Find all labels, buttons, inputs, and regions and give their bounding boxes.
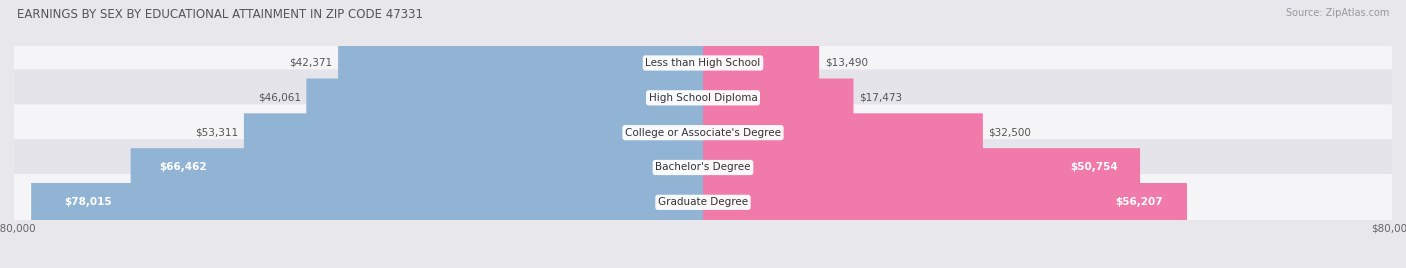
Text: EARNINGS BY SEX BY EDUCATIONAL ATTAINMENT IN ZIP CODE 47331: EARNINGS BY SEX BY EDUCATIONAL ATTAINMEN… [17, 8, 423, 21]
FancyBboxPatch shape [131, 148, 703, 187]
Text: High School Diploma: High School Diploma [648, 93, 758, 103]
Text: $78,015: $78,015 [65, 197, 112, 207]
FancyBboxPatch shape [14, 139, 1392, 196]
Text: $66,462: $66,462 [159, 162, 207, 173]
Text: College or Associate's Degree: College or Associate's Degree [626, 128, 780, 138]
FancyBboxPatch shape [243, 113, 703, 152]
FancyBboxPatch shape [14, 69, 1392, 126]
Text: $53,311: $53,311 [195, 128, 239, 138]
Text: Bachelor's Degree: Bachelor's Degree [655, 162, 751, 173]
Text: Less than High School: Less than High School [645, 58, 761, 68]
FancyBboxPatch shape [703, 113, 983, 152]
Text: $50,754: $50,754 [1070, 162, 1118, 173]
Text: $56,207: $56,207 [1115, 197, 1163, 207]
FancyBboxPatch shape [337, 44, 703, 82]
Text: Graduate Degree: Graduate Degree [658, 197, 748, 207]
FancyBboxPatch shape [14, 104, 1392, 161]
FancyBboxPatch shape [703, 148, 1140, 187]
Text: Source: ZipAtlas.com: Source: ZipAtlas.com [1285, 8, 1389, 18]
FancyBboxPatch shape [703, 44, 820, 82]
Text: $17,473: $17,473 [859, 93, 903, 103]
FancyBboxPatch shape [703, 79, 853, 117]
FancyBboxPatch shape [307, 79, 703, 117]
FancyBboxPatch shape [14, 35, 1392, 91]
Text: $46,061: $46,061 [257, 93, 301, 103]
Text: $32,500: $32,500 [988, 128, 1031, 138]
Text: $13,490: $13,490 [825, 58, 868, 68]
Text: $42,371: $42,371 [290, 58, 333, 68]
FancyBboxPatch shape [703, 183, 1187, 222]
FancyBboxPatch shape [31, 183, 703, 222]
FancyBboxPatch shape [14, 174, 1392, 231]
